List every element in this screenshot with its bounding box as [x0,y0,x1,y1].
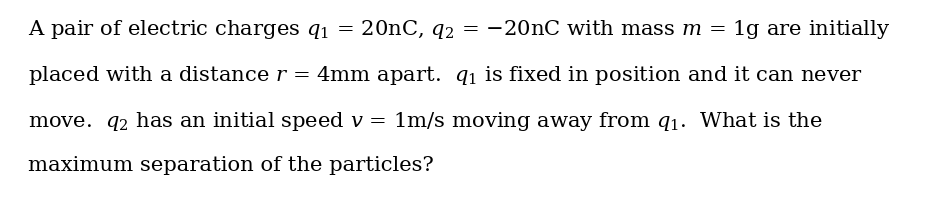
Text: placed with a distance $r$ = 4mm apart.  $q_1$ is fixed in position and it can n: placed with a distance $r$ = 4mm apart. … [28,64,863,87]
Text: A pair of electric charges $q_1$ = 20nC, $q_2$ = −20nC with mass $m$ = 1g are in: A pair of electric charges $q_1$ = 20nC,… [28,18,891,41]
Text: maximum separation of the particles?: maximum separation of the particles? [28,156,433,175]
Text: move.  $q_2$ has an initial speed $v$ = 1m/s moving away from $q_1$.  What is th: move. $q_2$ has an initial speed $v$ = 1… [28,110,822,133]
